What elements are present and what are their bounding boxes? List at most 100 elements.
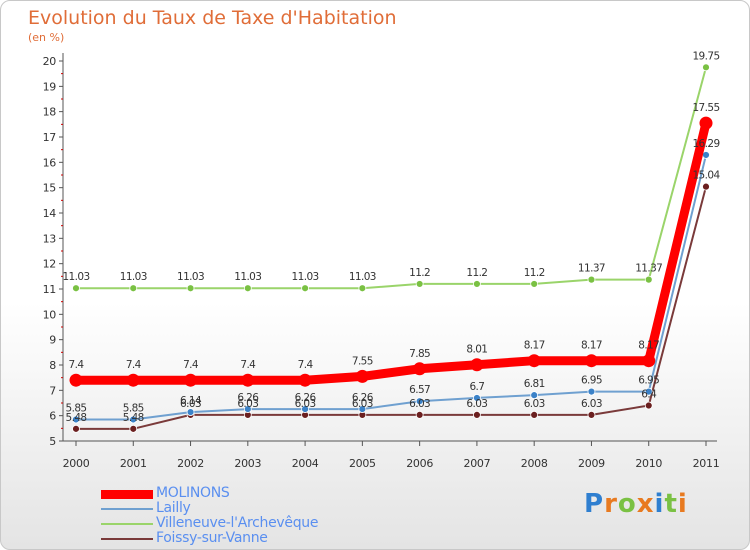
x-tick-label: 2007 [464,457,491,470]
data-point [186,284,195,293]
data-label: 7.85 [409,348,430,360]
data-point [699,116,713,130]
y-tick-label: 18 [43,106,57,119]
x-tick-label: 2005 [349,457,376,470]
data-point [301,284,309,293]
chart-title: Evolution du Taux de Taxe d'Habitation [28,7,397,29]
proxiti-logo: Proxiti [584,489,688,519]
data-label: 6.03 [466,398,487,410]
y-tick-label: 14 [43,207,57,220]
y-tick-label: 12 [43,258,56,271]
data-label: 6.26 [352,392,374,404]
series-line-villeneuve-l-archev-que [75,66,707,290]
data-point [642,354,656,368]
legend-swatch [101,523,153,525]
x-tick-label: 2010 [635,457,662,470]
data-point [413,362,427,376]
y-tick-label: 9 [49,334,56,347]
legend-label: MOLINONS [156,485,230,501]
data-point [69,373,83,387]
data-label: 6.4 [641,389,657,401]
data-point [530,411,539,419]
data-label: 6.03 [237,398,258,410]
x-tick-label: 2011 [693,457,720,470]
data-point [644,401,653,410]
data-label: 6.03 [524,398,545,410]
x-tick-label: 2006 [406,457,433,470]
data-label: 6.03 [409,398,430,410]
data-point [72,415,80,424]
data-point [587,387,596,396]
data-point [473,394,481,402]
legend-swatch [101,489,153,499]
data-point [415,411,424,419]
data-label: 6.03 [295,398,316,410]
logo-letter: P [584,489,605,519]
y-tick-label: 7 [49,384,56,397]
logo-letter: i [677,489,688,519]
data-label: 7.55 [352,355,373,367]
data-label: 6.14 [180,395,202,407]
data-label: 11.2 [409,267,430,279]
legend-swatch [101,538,153,540]
data-label: 8.01 [466,344,487,356]
series-line-lailly [75,153,707,421]
data-label: 7.4 [240,359,256,371]
logo-letter: x [636,489,655,519]
data-point [527,354,541,368]
data-label: 11.2 [466,267,487,279]
y-tick-label: 5 [49,435,56,448]
data-label: 19.75 [692,50,719,62]
data-label: 6.95 [581,375,602,387]
x-tick-label: 2002 [177,457,204,470]
data-label: 5.85 [66,402,87,414]
legend-swatch [101,508,153,510]
data-point [587,275,596,284]
logo-letter: o [617,489,637,519]
data-label: 6.26 [237,392,259,404]
y-tick-label: 20 [43,55,57,68]
y-axis-label: (en %) [28,31,65,44]
data-point [702,151,710,159]
data-label: 7.4 [183,359,199,371]
data-label: 6.26 [295,392,317,404]
data-label: 8.17 [638,340,659,352]
x-tick-label: 2003 [234,457,261,470]
logo-letter: r [604,489,618,519]
data-label: 7.4 [298,359,314,371]
data-point [358,284,367,293]
legend-label: Villeneuve-l'Archevêque [156,515,319,531]
y-tick-label: 6 [49,410,56,423]
data-point [358,405,367,413]
data-point [298,373,312,387]
data-label: 5.48 [123,412,144,424]
y-tick-label: 16 [43,156,57,169]
data-point [72,284,80,293]
x-tick-label: 2001 [120,457,147,470]
data-point [473,280,481,288]
y-tick-label: 8 [49,359,56,372]
y-tick-label: 19 [43,80,57,93]
data-label: 8.17 [581,340,602,352]
data-point [243,284,252,293]
y-tick-label: 10 [43,308,57,321]
x-tick-label: 2009 [578,457,605,470]
logo-letter: t [664,489,678,519]
data-label: 6.81 [524,378,545,390]
data-label: 5.85 [123,402,144,414]
legend-label: Lailly [156,500,191,516]
data-point [470,358,484,372]
data-point [72,424,80,433]
x-tick-label: 2000 [63,457,90,470]
data-label: 6.03 [352,398,373,410]
data-point [241,373,255,387]
data-label: 16.29 [692,138,719,150]
data-label: 8.17 [524,340,545,352]
data-label: 11.03 [292,271,319,283]
data-label: 11.03 [177,271,204,283]
x-tick-label: 2004 [292,457,319,470]
data-label: 11.03 [62,271,89,283]
data-label: 6.03 [180,398,201,410]
